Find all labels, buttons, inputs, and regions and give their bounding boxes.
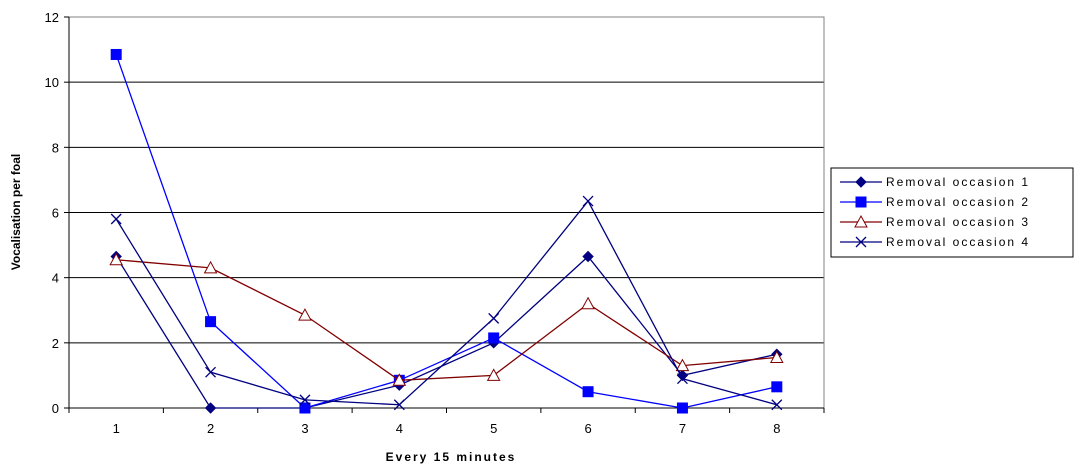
legend-item-2: Removal occasion 2	[840, 195, 1030, 209]
gridlines	[69, 16, 824, 344]
legend-label-1: Removal occasion 1	[886, 175, 1030, 189]
x-tick-label-5: 6	[584, 421, 591, 436]
series-3-line	[116, 259, 777, 381]
series-3-point-4	[392, 373, 407, 386]
x-tick-label-6: 7	[679, 421, 686, 436]
x-tick-label-1: 2	[207, 421, 214, 436]
series-4-point-2	[205, 366, 217, 378]
series-2-point-7	[676, 402, 688, 414]
y-tick-label-1: 2	[52, 336, 59, 351]
y-tick-label-4: 8	[52, 140, 59, 155]
series-3-point-3	[298, 308, 312, 321]
series-3-point-8	[769, 350, 784, 363]
series-2-point-8	[771, 381, 783, 393]
series-3-point-1	[109, 252, 124, 266]
series-1-point-6	[582, 250, 594, 263]
series-2-point-6	[582, 386, 594, 398]
y-axis-title: Vocalisation per foal	[9, 154, 23, 270]
series-2-point-5	[488, 332, 500, 344]
x-tick-label-4: 5	[490, 421, 497, 436]
series-4-line	[115, 199, 777, 406]
series-2-point-1	[110, 48, 122, 60]
series-4-point-6	[582, 195, 594, 207]
series-2-line	[115, 54, 777, 409]
y-tick-label-2: 4	[52, 271, 59, 286]
legend-swatch-marker-2	[855, 196, 867, 208]
series-1-point-2	[204, 402, 217, 414]
series-3	[109, 252, 784, 386]
series-1	[110, 250, 783, 414]
series-3-point-2	[203, 260, 218, 274]
series-4-point-7	[676, 373, 688, 385]
x-tick-label-2: 3	[301, 421, 308, 436]
series-1-line	[115, 255, 777, 409]
x-tick-label-0: 1	[113, 421, 120, 436]
series-4-point-1	[110, 213, 122, 225]
series-4	[110, 195, 783, 411]
legend-swatch-marker-1	[855, 176, 867, 188]
y-tick-label-3: 6	[52, 206, 59, 221]
series-group	[109, 48, 784, 414]
legend-swatch-marker-3	[854, 214, 868, 228]
series-4-point-4	[393, 399, 405, 411]
legend-label-3: Removal occasion 3	[886, 215, 1030, 229]
legend-item-4: Removal occasion 4	[840, 235, 1030, 249]
legend: Removal occasion 1 Removal occasion 2 Remo…	[830, 167, 1074, 258]
y-tick-label-5: 10	[45, 75, 59, 90]
legend-item-1: Removal occasion 1	[840, 175, 1030, 189]
series-2-point-3	[299, 402, 311, 414]
x-axis-title: Every 15 minutes	[386, 450, 517, 464]
series-3-point-7	[675, 358, 690, 372]
legend-label-2: Removal occasion 2	[886, 195, 1030, 209]
series-3-point-5	[486, 368, 501, 381]
legend-item-3: Removal occasion 3	[840, 214, 1030, 229]
series-2	[110, 48, 783, 414]
legend-swatch-marker-4	[855, 236, 867, 248]
y-tick-label-6: 12	[45, 10, 59, 25]
x-tick-label-3: 4	[396, 421, 403, 436]
x-tick-label-7: 8	[773, 421, 780, 436]
series-3-point-6	[581, 296, 595, 310]
series-2-point-2	[205, 316, 217, 328]
legend-label-4: Removal occasion 4	[886, 235, 1030, 249]
series-4-point-8	[771, 399, 783, 411]
series-4-point-5	[488, 312, 500, 324]
axes	[64, 16, 825, 413]
series-4-point-3	[299, 394, 311, 406]
y-tick-label-0: 0	[52, 401, 59, 416]
